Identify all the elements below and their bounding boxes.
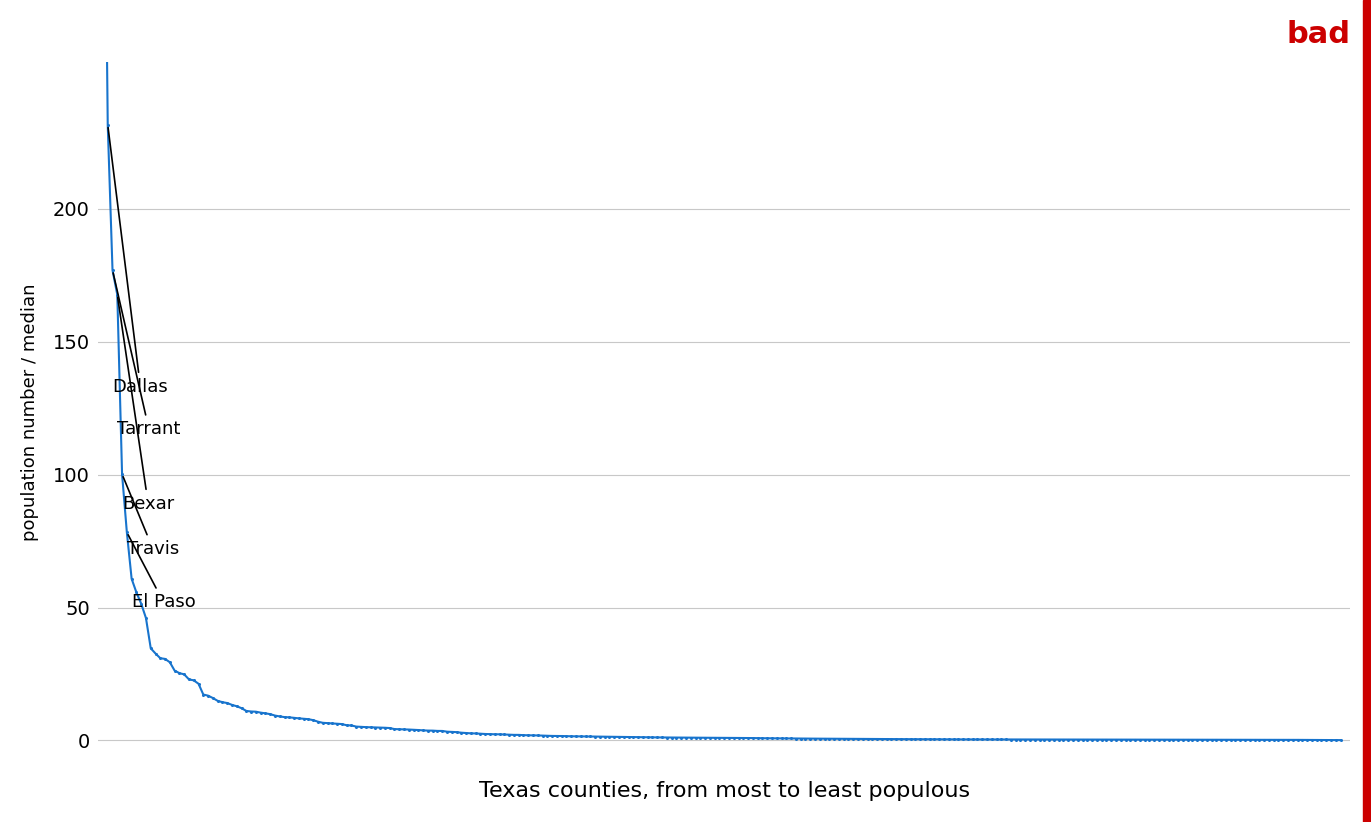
- Text: bad: bad: [1286, 20, 1350, 48]
- Text: Bexar: Bexar: [118, 298, 174, 513]
- Text: Tarrant: Tarrant: [114, 273, 181, 438]
- Text: El Paso: El Paso: [128, 535, 196, 612]
- Y-axis label: population number / median: population number / median: [21, 284, 38, 541]
- Text: Travis: Travis: [123, 477, 180, 558]
- Text: Dallas: Dallas: [108, 127, 169, 396]
- X-axis label: Texas counties, from most to least populous: Texas counties, from most to least popul…: [478, 781, 969, 801]
